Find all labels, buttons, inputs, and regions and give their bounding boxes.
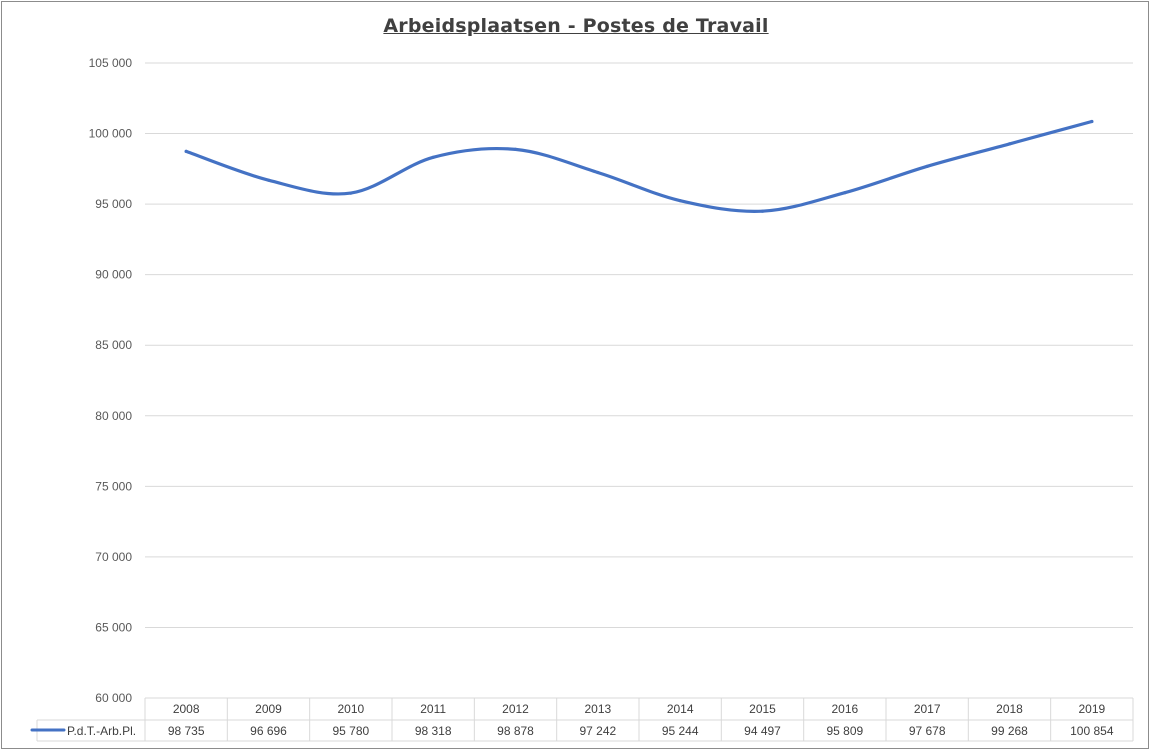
y-tick-label: 95 000 [95,197,132,211]
x-tick-label: 2017 [914,702,941,716]
data-label: 100 854 [1070,724,1114,738]
data-point [1090,119,1094,124]
x-tick-label: 2015 [749,702,776,716]
x-tick-label: 2012 [502,702,529,716]
y-tick-label: 85 000 [95,338,132,352]
data-point [678,199,682,203]
data-point [925,164,929,168]
x-tick-label: 2018 [996,702,1023,716]
x-tick-label: 2009 [255,702,282,716]
data-label: 98 735 [168,724,205,738]
y-tick-label: 65 000 [95,620,132,634]
data-label: 97 242 [579,724,616,738]
data-point [843,191,847,195]
data-label: 95 780 [332,724,369,738]
y-tick-label: 75 000 [95,479,132,493]
x-tick-label: 2013 [584,702,611,716]
data-label: 97 678 [909,724,946,738]
x-tick-label: 2016 [831,702,858,716]
data-label: 99 268 [991,724,1028,738]
series-line [184,119,1094,213]
data-point [760,209,765,213]
legend-label: P.d.T.-Arb.Pl. [67,724,136,738]
data-label: 98 318 [415,724,452,738]
x-tick-label: 2008 [173,702,200,716]
y-tick-label: 100 000 [89,127,133,141]
data-point [1007,142,1012,146]
data-table: 2008 2009 2010 2011 2012 2013 2014 2015 2016 2017… [30,697,1134,742]
gridlines [145,62,1133,628]
y-axis: 60 000 65 000 70 000 75 000 80 000 85 000 90 0… [89,56,133,705]
data-point [266,178,271,182]
x-tick-label: 2014 [667,702,694,716]
data-point [184,149,188,154]
data-point [513,147,518,151]
data-label: 94 497 [744,724,781,738]
x-tick-label: 2019 [1078,702,1105,716]
data-point [431,155,435,159]
chart-title: Arbeidsplaatsen - Postes de Travail [383,15,769,37]
y-tick-label: 105 000 [89,56,133,70]
y-tick-label: 80 000 [95,409,132,423]
y-tick-label: 90 000 [95,268,132,282]
data-label: 95 244 [662,724,699,738]
data-point [349,191,353,195]
data-label: 95 809 [826,724,863,738]
data-label: 98 878 [497,724,534,738]
y-tick-label: 60 000 [95,691,132,705]
y-tick-label: 70 000 [95,550,132,564]
data-label: 96 696 [250,724,287,738]
x-tick-label: 2011 [420,702,446,716]
x-tick-label: 2010 [337,702,364,716]
data-point [596,170,600,175]
series-layer [184,119,1094,213]
